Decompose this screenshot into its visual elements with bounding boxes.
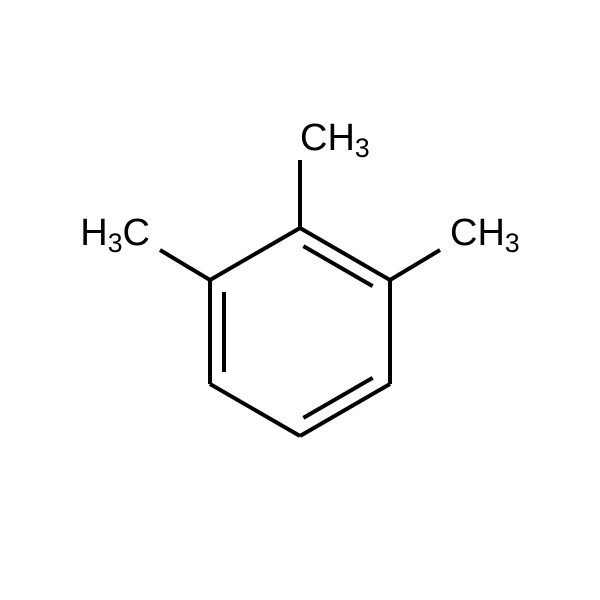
methyl-label-top: CH3 — [300, 117, 370, 163]
methyl-label-right: CH3 — [450, 212, 520, 258]
substituent-bond-s2 — [390, 250, 440, 280]
substituent-bond-s6 — [160, 250, 210, 280]
bond-c6-c1 — [210, 228, 300, 280]
methyl-label-left: H3C — [80, 212, 150, 258]
molecule-diagram: CH3 CH3 H3C — [0, 0, 600, 600]
bond-c4-c5 — [210, 384, 300, 436]
